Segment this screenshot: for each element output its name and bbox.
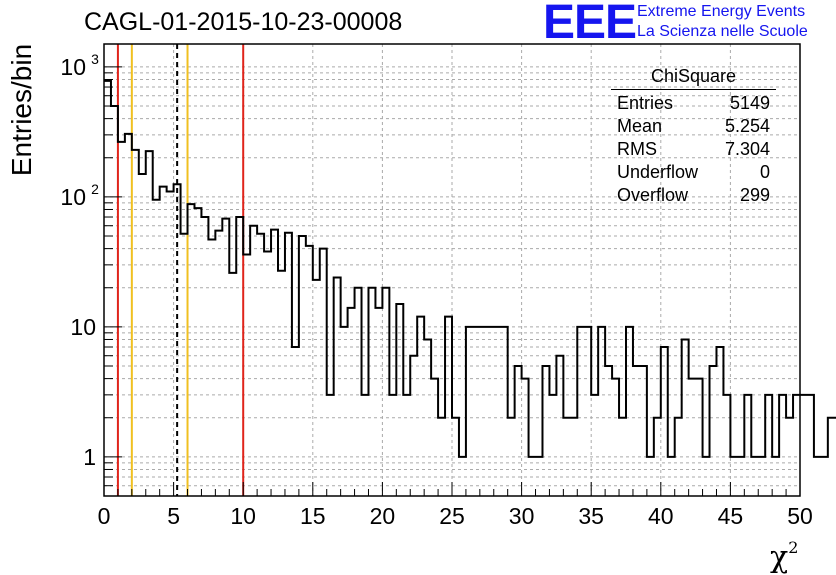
x-tick-label: 35 <box>578 503 604 529</box>
logo-line-1: Extreme Energy Events <box>637 3 806 20</box>
stats-value: 0 <box>759 162 770 182</box>
reference-lines <box>116 44 245 496</box>
x-tick-label: 50 <box>787 503 813 529</box>
x-tick-label: 25 <box>439 503 465 529</box>
y-axis-ticks: 1 10 10 2 10 3 <box>60 51 122 497</box>
stats-row: Entries 5149 <box>611 92 776 115</box>
y-tick-superscript: 3 <box>91 51 99 67</box>
y-tick-label: 10 <box>60 54 86 80</box>
x-axis-label: χ2 <box>770 538 798 575</box>
stats-row: RMS 7.304 <box>611 138 776 161</box>
stats-box: ChiSquare Entries 5149 Mean 5.254 RMS 7.304… <box>611 66 776 207</box>
x-tick-label: 20 <box>370 503 396 529</box>
y-tick-label: 10 <box>60 184 86 210</box>
x-tick-label: 5 <box>167 503 180 529</box>
stats-label: Mean <box>617 116 663 136</box>
eee-logo: EEE <box>543 0 637 49</box>
y-tick-label: 10 <box>70 314 96 340</box>
stats-row: Underflow 0 <box>611 161 776 184</box>
x-tick-label: 30 <box>509 503 535 529</box>
x-tick-label: 15 <box>300 503 326 529</box>
stats-title: ChiSquare <box>611 66 776 90</box>
stats-value: 299 <box>739 185 770 205</box>
stats-value: 5149 <box>729 93 770 113</box>
logo-line-2: La Scienza nelle Scuole <box>637 23 808 40</box>
y-axis-label: Entries/bin <box>6 43 37 177</box>
x-axis-label-superscript: 2 <box>788 538 799 557</box>
x-axis-ticks: 0 5 10 15 20 25 30 35 40 45 50 <box>98 482 813 529</box>
stats-value: 5.254 <box>724 116 770 136</box>
stats-value: 7.304 <box>724 139 770 159</box>
x-tick-label: 45 <box>718 503 744 529</box>
x-tick-label: 10 <box>230 503 256 529</box>
stats-label: Overflow <box>617 185 689 205</box>
chart-title: CAGL-01-2015-10-23-00008 <box>84 8 403 36</box>
y-tick-superscript: 2 <box>91 181 99 197</box>
x-axis-label-base: χ <box>770 540 789 575</box>
x-tick-label: 0 <box>98 503 111 529</box>
stats-row: Overflow 299 <box>611 184 776 207</box>
stats-label: Underflow <box>617 162 699 182</box>
histogram-bars <box>104 79 836 458</box>
stats-label: Entries <box>617 93 674 113</box>
stats-row: Mean 5.254 <box>611 115 776 138</box>
histogram-step-line <box>104 79 836 458</box>
stats-label: RMS <box>617 139 657 159</box>
x-tick-label: 40 <box>648 503 674 529</box>
y-tick-label: 1 <box>83 444 96 470</box>
